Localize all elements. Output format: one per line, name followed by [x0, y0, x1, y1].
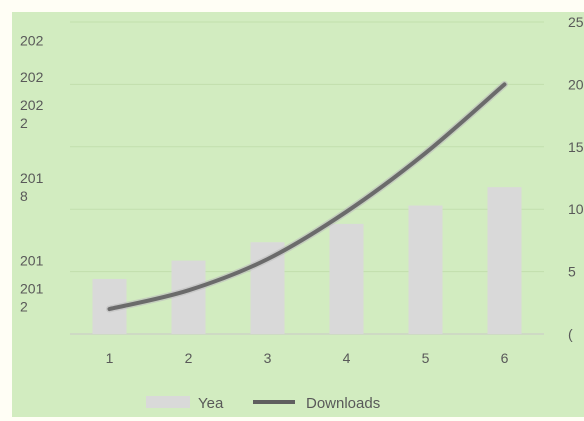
bar-yea [408, 205, 443, 334]
right-tick-label: 10 [568, 201, 584, 217]
legend-label-yea: Yea [198, 395, 224, 412]
left-tick-label: 201 2 [20, 280, 44, 314]
left-tick-label: 201 8 [20, 170, 44, 204]
x-tick-label: 5 [422, 350, 430, 366]
bar-series [92, 187, 522, 334]
bar-yea [171, 260, 206, 334]
line-series [106, 80, 508, 313]
legend-label-downloads: Downloads [306, 395, 380, 412]
left-tick-label: 201 [20, 253, 44, 269]
right-axis-tick-labels: (5 10 15 20 25 [568, 14, 584, 342]
right-tick-label: 5 [568, 264, 576, 280]
right-tick-label: ( [568, 326, 573, 342]
bar-yea [487, 187, 522, 334]
line-glow [106, 80, 508, 313]
x-axis-tick-labels: 1 2 3 4 5 6 [106, 350, 509, 366]
x-tick-label: 3 [264, 350, 272, 366]
left-tick-label: 202 [20, 69, 44, 85]
legend: Yea Downloads [146, 395, 380, 412]
right-tick-label: 15 [568, 139, 584, 155]
x-tick-label: 1 [106, 350, 114, 366]
bar-yea [329, 223, 364, 334]
legend-swatch-yea [146, 396, 190, 408]
gridlines [70, 21, 544, 335]
x-tick-label: 6 [501, 350, 509, 366]
x-tick-label: 2 [185, 350, 193, 366]
x-tick-label: 4 [343, 350, 351, 366]
line-downloads [107, 82, 507, 312]
right-tick-label: 25 [568, 14, 584, 30]
right-tick-label: 20 [568, 76, 584, 92]
left-tick-label: 202 [20, 32, 44, 48]
left-tick-label: 202 2 [20, 97, 44, 131]
left-axis-tick-labels: 201 2 201 201 8 202 2 202 202 [20, 32, 44, 314]
